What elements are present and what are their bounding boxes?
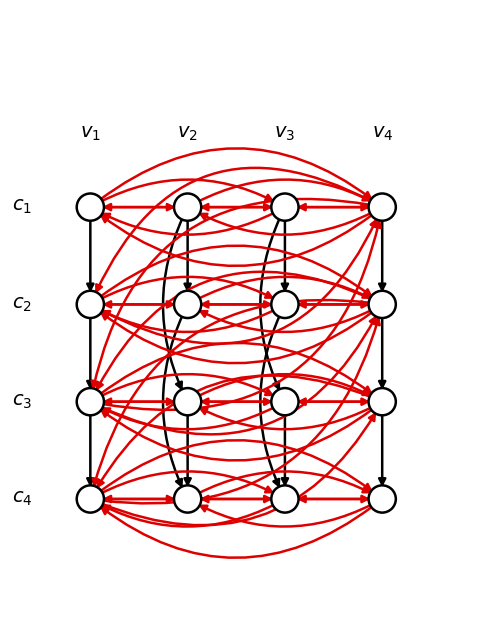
Text: $v_4$: $v_4$ xyxy=(371,125,393,144)
Text: $c_3$: $c_3$ xyxy=(12,392,32,411)
Circle shape xyxy=(369,193,396,221)
Circle shape xyxy=(174,193,201,221)
Circle shape xyxy=(77,388,104,415)
Text: $c_4$: $c_4$ xyxy=(12,490,32,508)
Circle shape xyxy=(77,291,104,318)
Text: $v_3$: $v_3$ xyxy=(275,125,296,144)
Circle shape xyxy=(77,486,104,512)
Text: $c_2$: $c_2$ xyxy=(12,295,32,313)
Circle shape xyxy=(369,388,396,415)
Circle shape xyxy=(271,388,299,415)
Circle shape xyxy=(369,291,396,318)
Text: $c_1$: $c_1$ xyxy=(12,198,32,216)
Circle shape xyxy=(369,486,396,512)
Circle shape xyxy=(174,486,201,512)
Circle shape xyxy=(174,291,201,318)
Circle shape xyxy=(77,193,104,221)
Circle shape xyxy=(271,486,299,512)
Circle shape xyxy=(174,388,201,415)
Text: $v_1$: $v_1$ xyxy=(80,125,101,144)
Circle shape xyxy=(271,291,299,318)
Circle shape xyxy=(271,193,299,221)
Text: $v_2$: $v_2$ xyxy=(177,125,198,144)
